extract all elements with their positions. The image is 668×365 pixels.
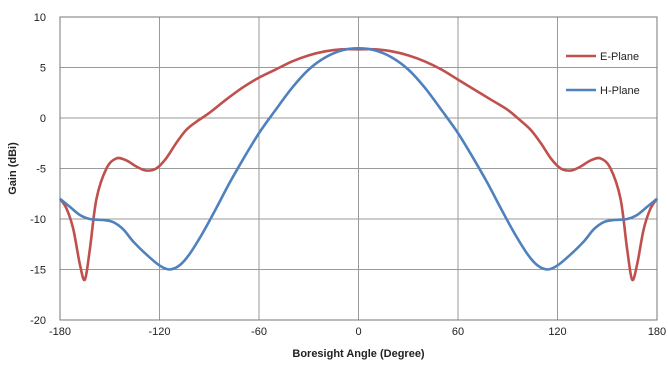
y-tick-label: -5 bbox=[36, 164, 46, 176]
legend-label-e-plane: E-Plane bbox=[600, 51, 639, 63]
x-tick-label: 120 bbox=[548, 326, 566, 338]
x-tick-label: 180 bbox=[648, 326, 666, 338]
y-tick-label: 10 bbox=[34, 12, 46, 24]
x-tick-label: -180 bbox=[49, 326, 71, 338]
x-tick-label: 0 bbox=[355, 326, 361, 338]
x-tick-label: 60 bbox=[452, 326, 464, 338]
grid bbox=[59, 16, 658, 321]
y-tick-label: 0 bbox=[40, 113, 46, 125]
x-axis-title: Boresight Angle (Degree) bbox=[292, 348, 425, 360]
x-tick-label: -120 bbox=[148, 326, 170, 338]
y-tick-label: -10 bbox=[30, 214, 46, 226]
series-layer bbox=[58, 47, 659, 282]
legend-label-h-plane: H-Plane bbox=[600, 85, 640, 97]
y-tick-label: -15 bbox=[30, 265, 46, 277]
y-tick-label: 5 bbox=[40, 63, 46, 75]
plot-frame bbox=[59, 16, 658, 321]
y-axis-title: Gain (dBi) bbox=[7, 142, 19, 195]
x-tick-label: -60 bbox=[251, 326, 267, 338]
y-tick-label: -20 bbox=[30, 315, 46, 327]
legend: E-Plane H-Plane bbox=[566, 51, 640, 97]
tick-labels: -180 -120 -60 0 60 120 180 -20 -15 -10 -5 0 5 10 bbox=[30, 12, 666, 338]
series-line-h-plane bbox=[59, 47, 658, 271]
